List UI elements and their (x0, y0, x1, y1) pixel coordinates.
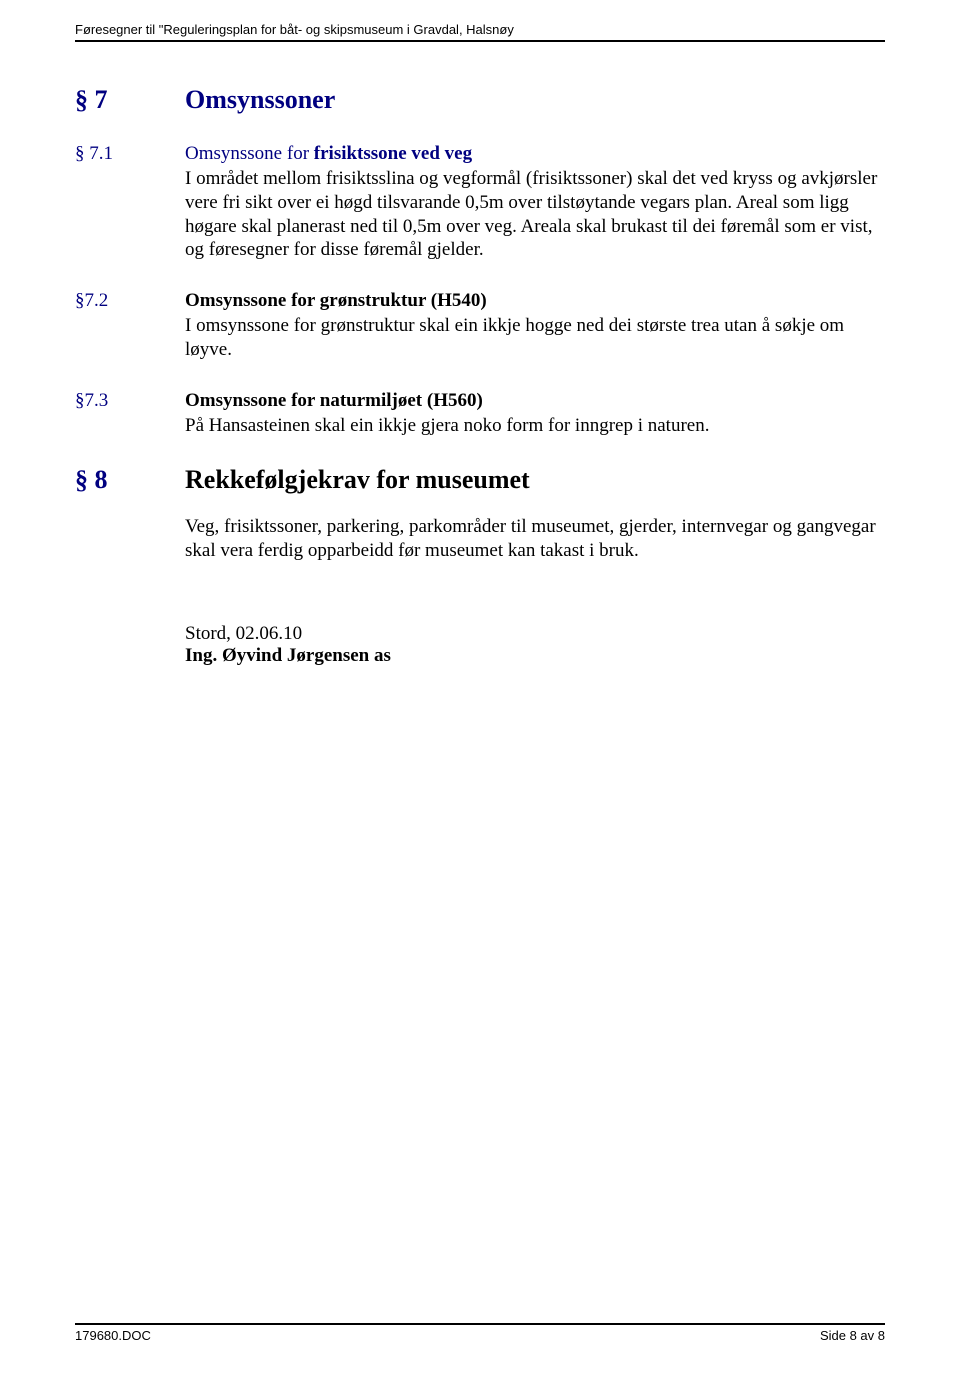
section-7-2-num: §7.2 (75, 290, 185, 362)
signature-place-date: Stord, 02.06.10 (185, 623, 885, 645)
section-7-1: § 7.1 Omsynssone for frisiktssone ved ve… (75, 143, 885, 262)
section-7-2-title: Omsynssone for grønstruktur (H540) (185, 290, 487, 311)
section-8-body-row: Veg, frisiktssoner, parkering, parkområd… (75, 513, 885, 563)
page-footer: 179680.DOC Side 8 av 8 (75, 1323, 885, 1343)
section-7-3: §7.3 Omsynssone for naturmiljøet (H560) … (75, 390, 885, 438)
section-8-title: Rekkefølgjekrav for museumet (185, 465, 530, 494)
section-7: § 7 Omsynssoner (75, 85, 885, 115)
page-header: Føresegner til "Reguleringsplan for båt-… (75, 22, 885, 42)
section-7-1-num: § 7.1 (75, 143, 185, 262)
section-7-3-title: Omsynssone for naturmiljøet (H560) (185, 390, 483, 411)
signature-block: Stord, 02.06.10 Ing. Øyvind Jørgensen as (185, 623, 885, 667)
footer-rule (75, 1323, 885, 1325)
signature-author: Ing. Øyvind Jørgensen as (185, 645, 885, 667)
section-7-title: Omsynssoner (185, 85, 335, 114)
section-7-3-body: På Hansasteinen skal ein ikkje gjera nok… (185, 414, 885, 438)
section-7-2-body: I omsynssone for grønstruktur skal ein i… (185, 314, 885, 362)
footer-right: Side 8 av 8 (820, 1328, 885, 1343)
section-8: § 8 Rekkefølgjekrav for museumet (75, 465, 885, 495)
section-8-spacer (75, 513, 185, 563)
footer-left: 179680.DOC (75, 1328, 151, 1343)
section-7-1-body: I området mellom frisiktsslina og vegfor… (185, 167, 885, 262)
section-7-1-emph: frisiktssone ved veg (314, 143, 472, 164)
header-text: Føresegner til "Reguleringsplan for båt-… (75, 22, 514, 37)
section-7-1-prefix: Omsynssone for (185, 143, 314, 164)
section-7-3-num: §7.3 (75, 390, 185, 438)
section-8-num: § 8 (75, 465, 185, 495)
footer-row: 179680.DOC Side 8 av 8 (75, 1328, 885, 1343)
page-content: § 7 Omsynssoner § 7.1 Omsynssone for fri… (75, 85, 885, 667)
section-7-num: § 7 (75, 85, 185, 115)
section-8-body: Veg, frisiktssoner, parkering, parkområd… (185, 515, 885, 563)
header-rule (75, 40, 885, 42)
section-7-2: §7.2 Omsynssone for grønstruktur (H540) … (75, 290, 885, 362)
